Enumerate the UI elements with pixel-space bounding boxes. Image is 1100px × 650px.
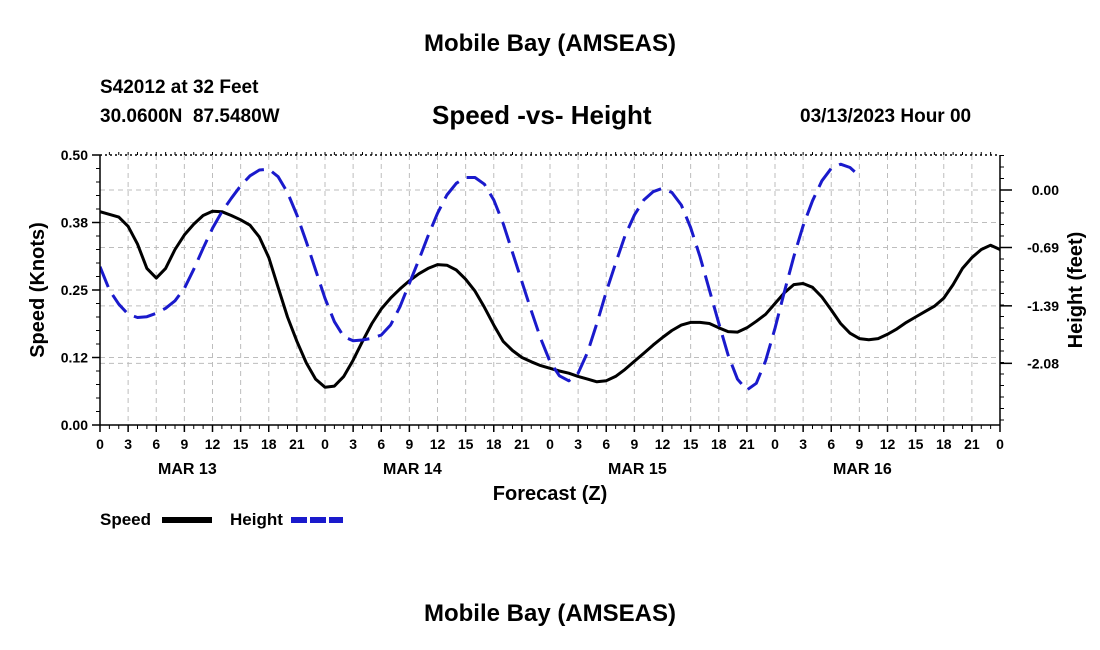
x-tick-label: 6: [602, 436, 610, 452]
chart-top-title: Mobile Bay (AMSEAS): [423, 30, 677, 57]
x-tick-label: 3: [349, 436, 357, 452]
chart-subtitle: Speed -vs- Height: [432, 100, 652, 130]
legend-label-height: Height: [230, 510, 283, 529]
y-right-tick-label: -0.69: [1027, 240, 1059, 256]
y-right-tick-label: 0.00: [1032, 182, 1059, 198]
x-tick-label: 9: [855, 436, 863, 452]
series-line-height: [100, 162, 856, 392]
x-tick-label: 12: [655, 436, 671, 452]
x-tick-label: 15: [683, 436, 699, 452]
x-tick-label: 0: [996, 436, 1004, 452]
x-tick-label: 9: [405, 436, 413, 452]
x-tick-label: 3: [574, 436, 582, 452]
y-left-tick-label: 0.00: [61, 417, 88, 433]
x-tick-label: 6: [152, 436, 160, 452]
forecast-datetime: 03/13/2023 Hour 00: [800, 106, 972, 127]
latitude-label: 30.0600N: [100, 106, 183, 127]
legend-label-speed: Speed: [100, 510, 151, 529]
grid: [100, 155, 1000, 425]
x-axis-label: Forecast (Z): [493, 483, 607, 505]
y-axis-left: 0.00 0.12 0.25 0.38 0.50: [61, 147, 100, 433]
x-tick-label: 21: [514, 436, 530, 452]
y-left-tick-label: 0.25: [61, 282, 88, 298]
x-tick-label: 0: [771, 436, 779, 452]
x-tick-label: 9: [630, 436, 638, 452]
x-tick-label: 3: [799, 436, 807, 452]
y-axis-right: 0.00 -0.69 -1.39 -2.08: [1000, 155, 1059, 421]
x-tick-label: 18: [261, 436, 277, 452]
x-tick-label: 18: [486, 436, 502, 452]
x-tick-label: 18: [936, 436, 952, 452]
x-tick-label: 12: [880, 436, 896, 452]
y-right-tick-label: -1.39: [1027, 298, 1059, 314]
speed-height-chart: 0 3 6 9 12 15 18 21 0 3 6 9 12 15 18 21 0 3 6 9 12 15 18 21 0 3 6 9…: [27, 147, 1087, 529]
series-line-speed: [100, 209, 1000, 389]
x-tick-label: 6: [827, 436, 835, 452]
x-tick-label: 12: [205, 436, 221, 452]
chart-bottom-title: Mobile Bay (AMSEAS): [423, 600, 677, 627]
x-tick-label: 12: [430, 436, 446, 452]
x-tick-label: 6: [377, 436, 385, 452]
x-tick-label: 15: [233, 436, 249, 452]
day-label: MAR 16: [833, 461, 892, 478]
x-tick-label: 21: [739, 436, 755, 452]
y-left-tick-label: 0.38: [61, 215, 88, 231]
series-layer: [100, 162, 1000, 392]
day-label: MAR 14: [383, 461, 442, 478]
x-tick-label: 3: [124, 436, 132, 452]
day-label: MAR 15: [608, 461, 667, 478]
x-tick-label: 0: [321, 436, 329, 452]
legend: Speed Height: [100, 510, 343, 529]
y-axis-left-label: Speed (Knots): [27, 222, 49, 358]
x-tick-label: 15: [458, 436, 474, 452]
x-tick-label: 18: [711, 436, 727, 452]
y-axis-right-label: Height (feet): [1065, 232, 1087, 349]
x-tick-label: 15: [908, 436, 924, 452]
day-label: MAR 13: [158, 461, 217, 478]
y-right-tick-label: -2.08: [1027, 355, 1059, 371]
y-left-tick-label: 0.50: [61, 147, 88, 163]
coordinates: 30.0600N 87.5480W: [100, 106, 280, 128]
x-tick-label: 21: [289, 436, 305, 452]
station-label: S42012 at 32 Feet: [100, 77, 259, 98]
y-left-tick-label: 0.12: [61, 350, 88, 366]
x-tick-label: 0: [96, 436, 104, 452]
x-tick-label: 0: [546, 436, 554, 452]
longitude-label: 87.5480W: [192, 106, 280, 127]
x-axis: 0 3 6 9 12 15 18 21 0 3 6 9 12 15 18 21 0 3 6 9 12 15 18 21 0 3 6 9…: [96, 152, 1004, 478]
x-tick-label: 9: [180, 436, 188, 452]
x-tick-label: 21: [964, 436, 980, 452]
